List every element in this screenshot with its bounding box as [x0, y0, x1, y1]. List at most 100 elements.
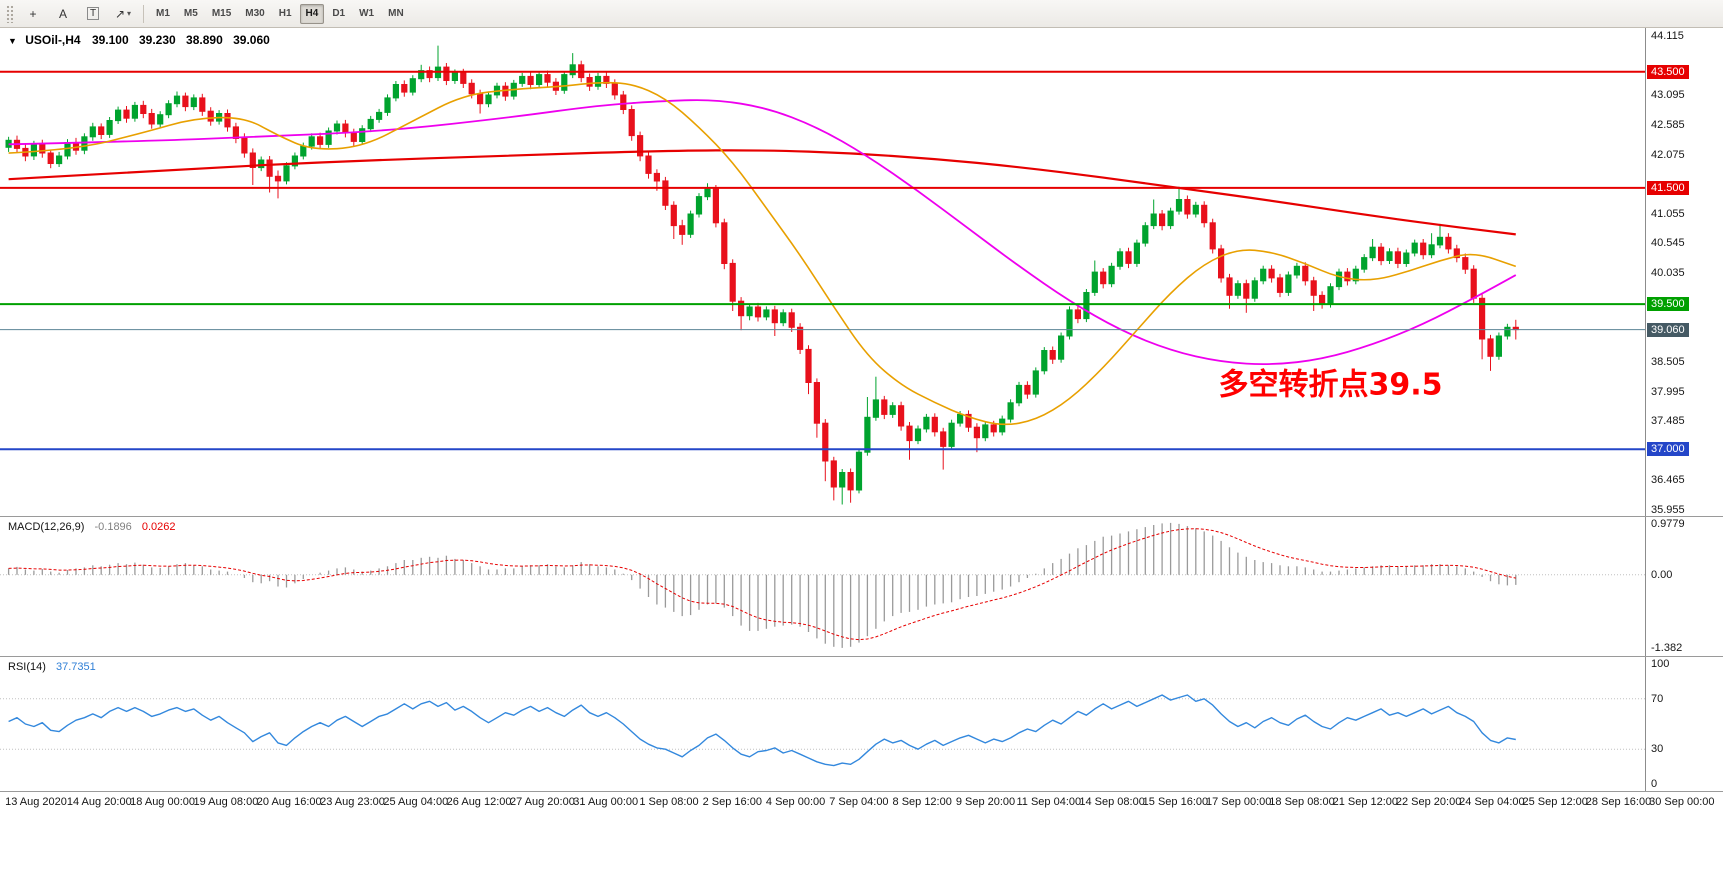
candle-body	[1125, 251, 1132, 264]
candle-body	[1495, 335, 1503, 357]
time-axis-label: 15 Sep 16:00	[1142, 796, 1209, 808]
candle-body	[695, 196, 703, 215]
price-axis[interactable]: 44.115 43.095 42.585 42.075 41.055 40.545 40.0…	[1645, 28, 1723, 516]
panel-divider[interactable]	[0, 516, 1723, 517]
candles	[5, 45, 1519, 505]
chart-collapse-icon[interactable]: ▼	[8, 36, 17, 46]
timeframe-d1-button[interactable]: D1	[332, 7, 346, 19]
price-tick-label: 42.075	[1651, 148, 1685, 161]
annotation-text: 多空转折点39.5	[1218, 368, 1442, 403]
time-axis-label: 27 Aug 20:00	[509, 796, 575, 808]
candle-body	[283, 165, 290, 182]
candle-body	[333, 123, 341, 132]
tool-arrows-button[interactable]: ↗ ▾	[109, 3, 137, 25]
candle-body	[653, 172, 660, 182]
macd-axis[interactable]: 0.9779 0.00 -1.382	[1645, 517, 1723, 656]
candle-body	[1108, 265, 1115, 285]
candle-body	[157, 114, 164, 125]
toolbar-grip[interactable]	[6, 4, 13, 23]
time-axis-label: 26 Aug 12:00	[446, 796, 512, 808]
candle-body	[712, 188, 719, 224]
ma-mid-magenta-line	[8, 99, 1517, 365]
price-tick-label: 35.955	[1651, 504, 1685, 516]
open-value: 39.100	[91, 33, 129, 47]
candle-body	[889, 405, 896, 415]
tool-text-label-button[interactable]: T	[79, 3, 107, 25]
candle-body	[1310, 280, 1317, 296]
candle-body	[274, 175, 282, 182]
candle-body	[1015, 384, 1023, 404]
close-value: 39.060	[233, 33, 270, 47]
time-axis-label: 21 Sep 12:00	[1332, 796, 1399, 808]
candle-body	[1007, 402, 1014, 420]
candle-body	[788, 312, 795, 328]
panel-divider[interactable]	[0, 656, 1723, 657]
low-value: 38.890	[186, 33, 223, 47]
candle-body	[325, 130, 332, 145]
macd-axis-label: 0.9779	[1651, 518, 1685, 530]
candle-body	[1428, 244, 1435, 256]
macd-signal-line	[8, 528, 1516, 641]
rsi-panel[interactable]	[0, 657, 1645, 791]
tool-text-button[interactable]: A	[49, 3, 77, 25]
candle-body	[1049, 350, 1056, 360]
candle-body	[940, 431, 947, 447]
macd-axis-label: -1.382	[1651, 642, 1683, 654]
candle-body	[392, 84, 399, 99]
text-icon: A	[58, 6, 67, 21]
candle-body	[359, 128, 366, 142]
macd-panel[interactable]	[0, 517, 1645, 656]
toolbar-separator	[143, 4, 144, 23]
candle-body	[1175, 199, 1183, 212]
candle-body	[569, 64, 576, 76]
candle-body	[1411, 242, 1418, 254]
time-axis-label: 9 Sep 20:00	[955, 796, 1016, 808]
candle-body	[1487, 338, 1494, 357]
timeframe-h1-button[interactable]: H1	[278, 7, 292, 19]
time-axis-label: 1 Sep 08:00	[639, 796, 699, 808]
timeframe-h4-button[interactable]: H4	[299, 3, 325, 24]
time-axis-label: 7 Sep 04:00	[829, 796, 889, 808]
candle-body	[1268, 268, 1275, 279]
candle-body	[662, 180, 669, 206]
timeframe-m1-button[interactable]: M1	[156, 7, 170, 19]
timeframes-group: M1 M5 M15 M30 H1 H4 D1 W1 MN	[150, 3, 410, 24]
candle-body	[679, 225, 686, 235]
toolbar: + A T ↗ ▾ M1 M5 M15 M30 H1 H4 D1 W1 MN	[0, 0, 1723, 28]
candle-body	[131, 104, 139, 119]
time-axis[interactable]: 13 Aug 2020 14 Aug 20:00 18 Aug 00:00 19 Au…	[0, 792, 1723, 814]
candle-body	[561, 74, 568, 91]
candle-body	[1066, 309, 1073, 337]
macd-histogram	[7, 522, 1517, 648]
candle-body	[1032, 370, 1039, 395]
candle-body	[1234, 283, 1242, 296]
timeframe-m15-button[interactable]: M15	[211, 7, 232, 19]
price-line-badge: 39.060	[1647, 322, 1689, 337]
candle-body	[317, 136, 324, 145]
candle-body	[241, 138, 248, 154]
candle-body	[207, 110, 214, 122]
timeframe-w1-button[interactable]: W1	[359, 7, 375, 19]
arrows-icon: ↗	[114, 6, 126, 21]
time-axis-label: 25 Aug 04:00	[383, 796, 449, 808]
price-tick-label: 37.995	[1651, 385, 1685, 398]
candle-body	[931, 416, 938, 433]
price-chart[interactable]: 多空转折点39.5	[0, 28, 1645, 516]
tool-crosshair-button[interactable]: +	[19, 3, 47, 25]
rsi-axis[interactable]: 100 70 30 0	[1645, 657, 1723, 791]
candle-body	[687, 213, 694, 235]
candle-body	[620, 94, 627, 110]
rsi-value: 37.7351	[55, 661, 96, 673]
price-tick-label: 40.035	[1651, 267, 1685, 279]
timeframe-m5-button[interactable]: M5	[183, 7, 198, 19]
candle-body	[308, 136, 315, 147]
timeframe-mn-button[interactable]: MN	[388, 7, 404, 19]
timeframe-m30-button[interactable]: M30	[245, 7, 265, 19]
candle-body	[527, 75, 534, 86]
time-axis-label: 25 Sep 12:00	[1522, 796, 1588, 808]
candle-body	[1479, 297, 1486, 340]
candle-body	[1100, 271, 1107, 285]
candle-body	[1319, 294, 1326, 305]
rsi-axis-label: 0	[1651, 778, 1658, 790]
panel-divider	[0, 791, 1723, 792]
